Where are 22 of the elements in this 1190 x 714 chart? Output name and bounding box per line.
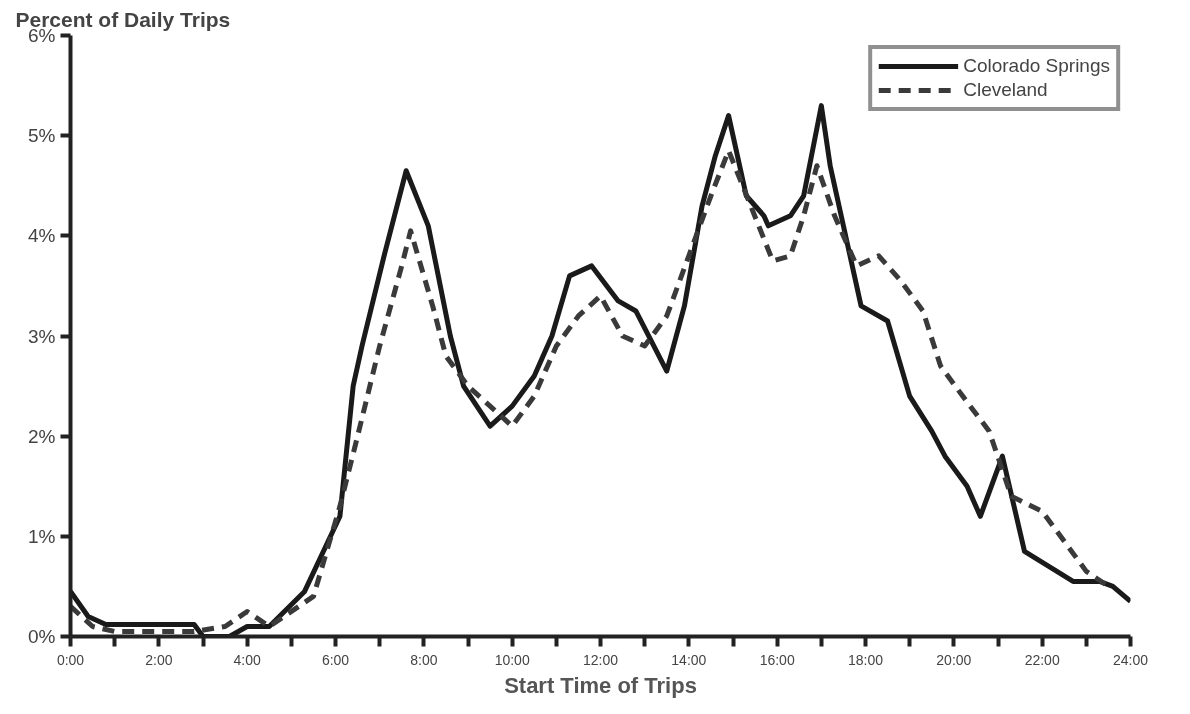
y-tick-label: 2% bbox=[28, 425, 56, 447]
x-tick-label: 8:00 bbox=[410, 651, 438, 668]
y-tick-label: 1% bbox=[28, 525, 56, 547]
y-tick-label: 3% bbox=[28, 325, 56, 347]
legend-label: Colorado Springs bbox=[963, 55, 1110, 77]
x-tick-label: 20:00 bbox=[936, 651, 972, 668]
x-tick-label: 22:00 bbox=[1024, 651, 1060, 668]
x-tick-label: 18:00 bbox=[847, 651, 884, 668]
x-tick-label: 14:00 bbox=[671, 651, 707, 668]
legend-label: Cleveland bbox=[963, 79, 1048, 101]
y-tick-label: 4% bbox=[28, 225, 56, 247]
x-tick-label: 10:00 bbox=[494, 651, 530, 668]
x-tick-label: 24:00 bbox=[1112, 651, 1149, 668]
x-tick-label: 16:00 bbox=[759, 651, 795, 668]
x-tick-label: 2:00 bbox=[145, 651, 173, 668]
x-tick-label: 12:00 bbox=[582, 651, 619, 668]
y-tick-label: 0% bbox=[28, 626, 56, 647]
x-tick-label: 6:00 bbox=[321, 651, 350, 668]
x-axis-title: Start Time of Trips bbox=[504, 672, 697, 698]
x-tick-label: 0:00 bbox=[56, 651, 85, 668]
x-tick-label: 4:00 bbox=[233, 651, 261, 668]
y-tick-label: 5% bbox=[28, 125, 56, 147]
